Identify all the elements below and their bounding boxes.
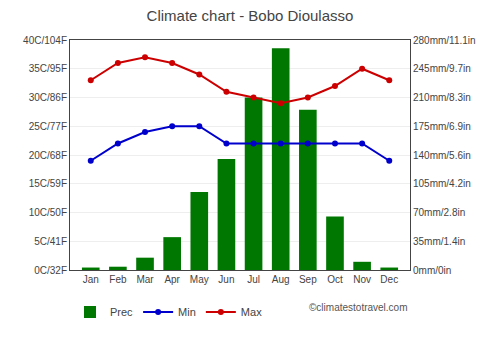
svg-text:0mm/0in: 0mm/0in	[413, 265, 451, 276]
svg-text:280mm/11.1in: 280mm/11.1in	[413, 35, 476, 46]
svg-text:15C/59F: 15C/59F	[29, 178, 67, 189]
svg-text:0C/32F: 0C/32F	[34, 265, 67, 276]
svg-text:10C/50F: 10C/50F	[29, 207, 67, 218]
svg-text:Feb: Feb	[109, 274, 127, 285]
svg-text:35C/95F: 35C/95F	[29, 63, 67, 74]
svg-text:Nov: Nov	[353, 274, 371, 285]
svg-text:Oct: Oct	[327, 274, 343, 285]
svg-text:Max: Max	[241, 306, 262, 318]
svg-text:May: May	[190, 274, 209, 285]
svg-text:245mm/9.7in: 245mm/9.7in	[413, 63, 471, 74]
svg-text:70mm/2.8in: 70mm/2.8in	[413, 207, 465, 218]
svg-text:20C/68F: 20C/68F	[29, 150, 67, 161]
svg-text:140mm/5.6in: 140mm/5.6in	[413, 150, 471, 161]
svg-text:25C/77F: 25C/77F	[29, 121, 67, 132]
svg-text:Mar: Mar	[136, 274, 154, 285]
svg-text:Apr: Apr	[164, 274, 180, 285]
svg-text:Sep: Sep	[299, 274, 317, 285]
svg-text:5C/41F: 5C/41F	[34, 236, 67, 247]
svg-text:Jul: Jul	[247, 274, 260, 285]
svg-text:Climate chart - Bobo Dioulasso: Climate chart - Bobo Dioulasso	[147, 7, 354, 24]
svg-text:Dec: Dec	[380, 274, 398, 285]
svg-text:105mm/4.2in: 105mm/4.2in	[413, 178, 471, 189]
svg-text:Jan: Jan	[83, 274, 99, 285]
svg-text:Jun: Jun	[218, 274, 234, 285]
svg-text:175mm/6.9in: 175mm/6.9in	[413, 121, 471, 132]
svg-text:40C/104F: 40C/104F	[23, 35, 67, 46]
svg-text:30C/86F: 30C/86F	[29, 92, 67, 103]
svg-text:35mm/1.4in: 35mm/1.4in	[413, 236, 465, 247]
svg-text:Prec: Prec	[110, 306, 133, 318]
svg-text:210mm/8.3in: 210mm/8.3in	[413, 92, 471, 103]
svg-text:Min: Min	[178, 306, 196, 318]
svg-text:Aug: Aug	[272, 274, 290, 285]
svg-text:©climatestotravel.com: ©climatestotravel.com	[309, 302, 408, 313]
